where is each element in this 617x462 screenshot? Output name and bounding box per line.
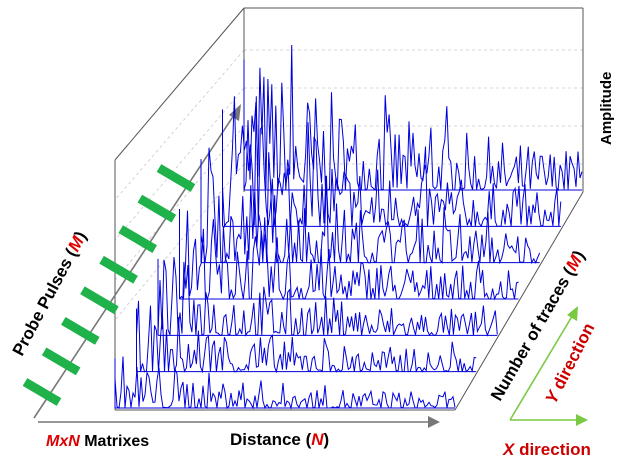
distance-close: ): [324, 430, 330, 449]
probe-pulse-markers: [22, 164, 196, 406]
amplitude-text: Amplitude: [598, 72, 615, 145]
x-direction-text: direction: [514, 440, 591, 459]
distance-axis: [38, 416, 440, 428]
x-direction-var: X: [502, 440, 516, 459]
trace-signal-2: [222, 96, 562, 229]
trace-signal-1: [243, 44, 583, 192]
trace-7: [114, 356, 456, 410]
trace-3: [200, 147, 541, 265]
floor-right-edge: [454, 191, 584, 411]
direction-arrows: [509, 306, 588, 426]
amplitude-label: Amplitude: [598, 72, 615, 145]
trace-6: [136, 300, 477, 374]
trace-signal-4: [179, 210, 519, 301]
distance-text: Distance (: [230, 430, 312, 449]
probe-pulse-5: [99, 255, 138, 284]
distance-var: N: [311, 430, 324, 449]
matrixes-var: MxN: [46, 433, 80, 450]
probe-pulse-1: [22, 378, 62, 406]
probe-pulses-text: Probe Pulses (: [9, 245, 81, 358]
trace-2: [222, 96, 562, 229]
matrixes-text: Matrixes: [80, 433, 149, 450]
probe-pulses-label: Probe Pulses (M): [9, 228, 91, 359]
amplitude-traces: [114, 44, 583, 410]
trace-1: [243, 44, 583, 192]
distance-label: Distance (N): [230, 430, 329, 449]
probe-pulse-8: [156, 164, 196, 192]
probe-pulse-7: [137, 194, 177, 223]
y-direction-label: Y direction: [542, 320, 599, 407]
trace-4: [179, 209, 519, 301]
trace-signal-7: [114, 356, 456, 410]
trace-signal-6: [136, 300, 477, 374]
trace-signal-5: [157, 256, 498, 337]
y-direction-arrow: [509, 312, 575, 421]
matrixes-label: MxN Matrixes: [46, 433, 149, 450]
trace-5: [157, 256, 498, 337]
trace-signal-3: [200, 147, 541, 265]
probe-pulse-4: [80, 286, 119, 315]
x-direction-label: X direction: [502, 440, 591, 459]
probe-pulse-6: [118, 225, 157, 254]
probe-pulse-2: [41, 347, 81, 376]
probe-pulse-3: [61, 316, 100, 345]
left-wall-top-edge: [114, 7, 245, 161]
y-direction-text: direction: [547, 320, 599, 397]
number-of-traces-label: Number of traces (M): [487, 247, 588, 404]
